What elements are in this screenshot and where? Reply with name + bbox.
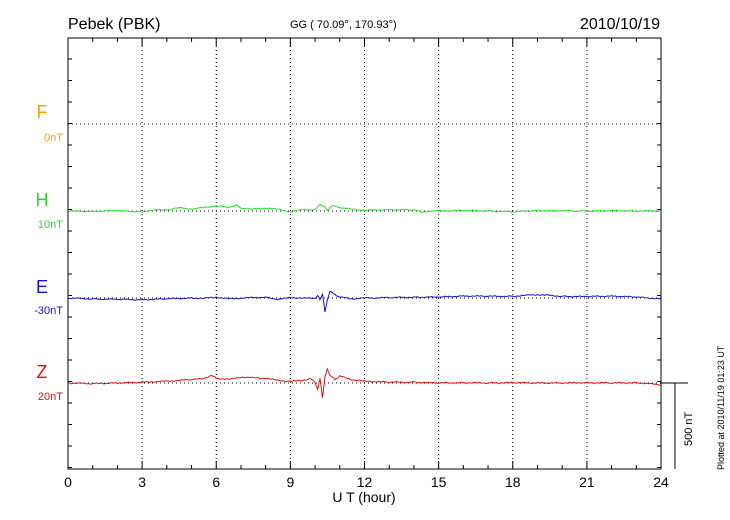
coords-label: GG ( 70.09°, 170.93°) [290,19,397,31]
offset-z: 20nT [38,391,63,403]
label-e: E [36,277,48,297]
x-tick-label: 6 [212,474,220,490]
x-tick-label: 18 [505,474,521,490]
station-title: Pebek (PBK) [68,16,160,33]
offset-f: 0nT [44,132,63,144]
x-tick-label: 21 [579,474,595,490]
trace-e [67,290,662,313]
x-tick-label: 0 [64,474,72,490]
x-tick-label: 12 [357,474,373,490]
grid [68,38,661,469]
x-axis: 0 3 6 9 12 15 18 21 24 [64,38,669,490]
x-axis-label: U T (hour) [332,489,395,505]
label-h: H [36,190,49,210]
x-tick-label: 15 [431,474,447,490]
traces [67,203,662,398]
x-tick-label: 9 [286,474,294,490]
trace-z [67,367,662,398]
trace-h [67,203,662,213]
label-z: Z [37,362,48,382]
date-label: 2010/10/19 [580,16,660,33]
label-f: F [37,102,48,122]
offset-h: 10nT [38,219,63,231]
x-tick-label: 3 [138,474,146,490]
scale-bar-label: 500 nT [683,411,695,446]
x-tick-label: 24 [653,474,669,490]
offset-e: -30nT [34,305,63,317]
plotted-note: Plotted at 2010/11/19 01:23 UT [716,345,726,470]
component-labels: F 0nT H 10nT E -30nT Z 20nT [34,102,63,403]
